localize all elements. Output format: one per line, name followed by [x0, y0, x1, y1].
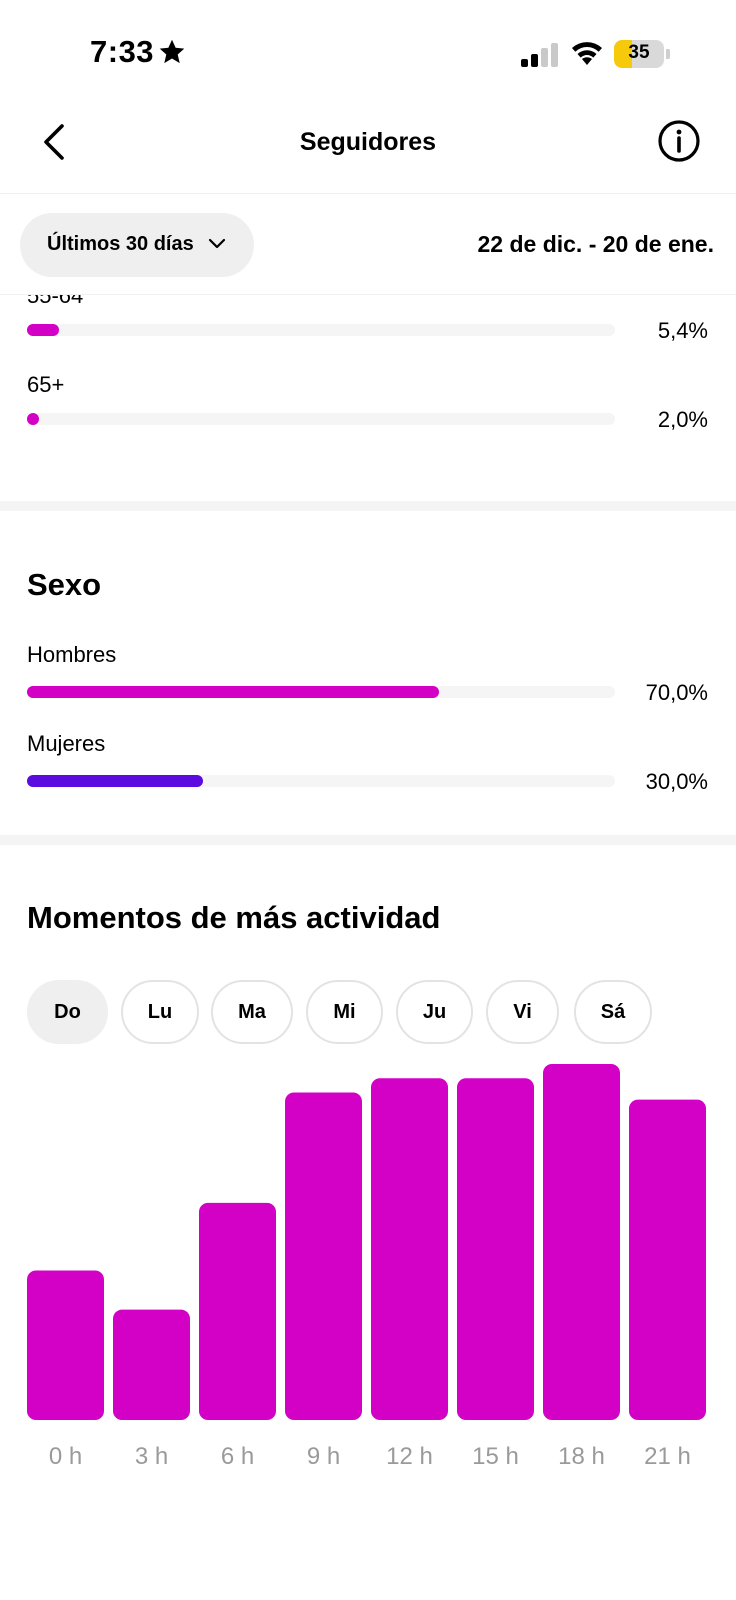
section-divider [0, 501, 736, 511]
activity-bar-0 [27, 1270, 104, 1420]
activity-bar-2 [199, 1202, 276, 1420]
activity-bar-1 [113, 1309, 190, 1420]
chevron-left-icon[interactable] [36, 120, 76, 164]
gender-section-title: Sexo [27, 567, 102, 602]
activity-bar-6 [543, 1064, 620, 1420]
age-bar-55-64 [27, 324, 615, 336]
activity-bar-5 [457, 1078, 534, 1420]
activity-bar-3 [285, 1092, 362, 1420]
gender-bar-women [27, 775, 615, 787]
activity-tick-label: 15 h [472, 1443, 519, 1470]
date-range-selector-label: Últimos 30 días [47, 233, 194, 255]
activity-bar-4 [371, 1078, 448, 1420]
chevron-down-icon [208, 238, 226, 249]
activity-tick-label: 12 h [386, 1443, 433, 1470]
status-bar: 7:33 35 [0, 0, 736, 100]
day-chip-vi[interactable]: Vi [486, 980, 559, 1044]
section-divider [0, 835, 736, 845]
activity-tick-label: 0 h [49, 1443, 82, 1470]
battery-level: 35 [628, 42, 650, 63]
activity-section-title: Momentos de más actividad [27, 900, 441, 935]
filter-row: Últimos 30 días 22 de dic. - 20 de ene. [0, 195, 736, 295]
day-chip-mi[interactable]: Mi [306, 980, 383, 1044]
day-chip-sa[interactable]: Sá [574, 980, 652, 1044]
day-chip-ma[interactable]: Ma [211, 980, 293, 1044]
age-value-55-64: 5,4% [657, 318, 708, 343]
age-value-65-plus: 2,0% [657, 407, 708, 432]
nav-bar: Seguidores [0, 100, 736, 194]
gender-value-men: 70,0% [645, 680, 708, 705]
activity-tick-label: 9 h [307, 1443, 340, 1470]
info-icon[interactable] [656, 118, 702, 164]
signal-icon [521, 43, 558, 67]
age-label-65-plus: 65+ [27, 372, 65, 397]
date-range-text: 22 de dic. - 20 de ene. [477, 231, 715, 257]
gender-bar-men [27, 686, 615, 698]
page-title: Seguidores [299, 128, 437, 156]
status-time: 7:33 [90, 34, 155, 69]
age-bar-65-plus [27, 413, 615, 425]
gender-value-women: 30,0% [645, 769, 708, 794]
star-icon [159, 39, 185, 64]
activity-bar-7 [629, 1099, 706, 1420]
activity-tick-label: 18 h [558, 1443, 605, 1470]
battery-icon: 35 [614, 40, 670, 68]
day-chip-do[interactable]: Do [27, 980, 108, 1044]
wifi-icon [572, 42, 602, 65]
gender-label-men: Hombres [27, 642, 117, 667]
activity-chart: 0 h 3 h 6 h 9 h 12 h 15 h 18 h 21 h [27, 1064, 706, 1470]
date-range-selector[interactable]: Últimos 30 días [20, 213, 254, 277]
activity-tick-label: 6 h [221, 1443, 254, 1470]
activity-tick-label: 21 h [644, 1443, 691, 1470]
activity-tick-label: 3 h [135, 1443, 168, 1470]
gender-label-women: Mujeres [27, 731, 106, 756]
day-chip-lu[interactable]: Lu [121, 980, 199, 1044]
day-chip-ju[interactable]: Ju [396, 980, 473, 1044]
